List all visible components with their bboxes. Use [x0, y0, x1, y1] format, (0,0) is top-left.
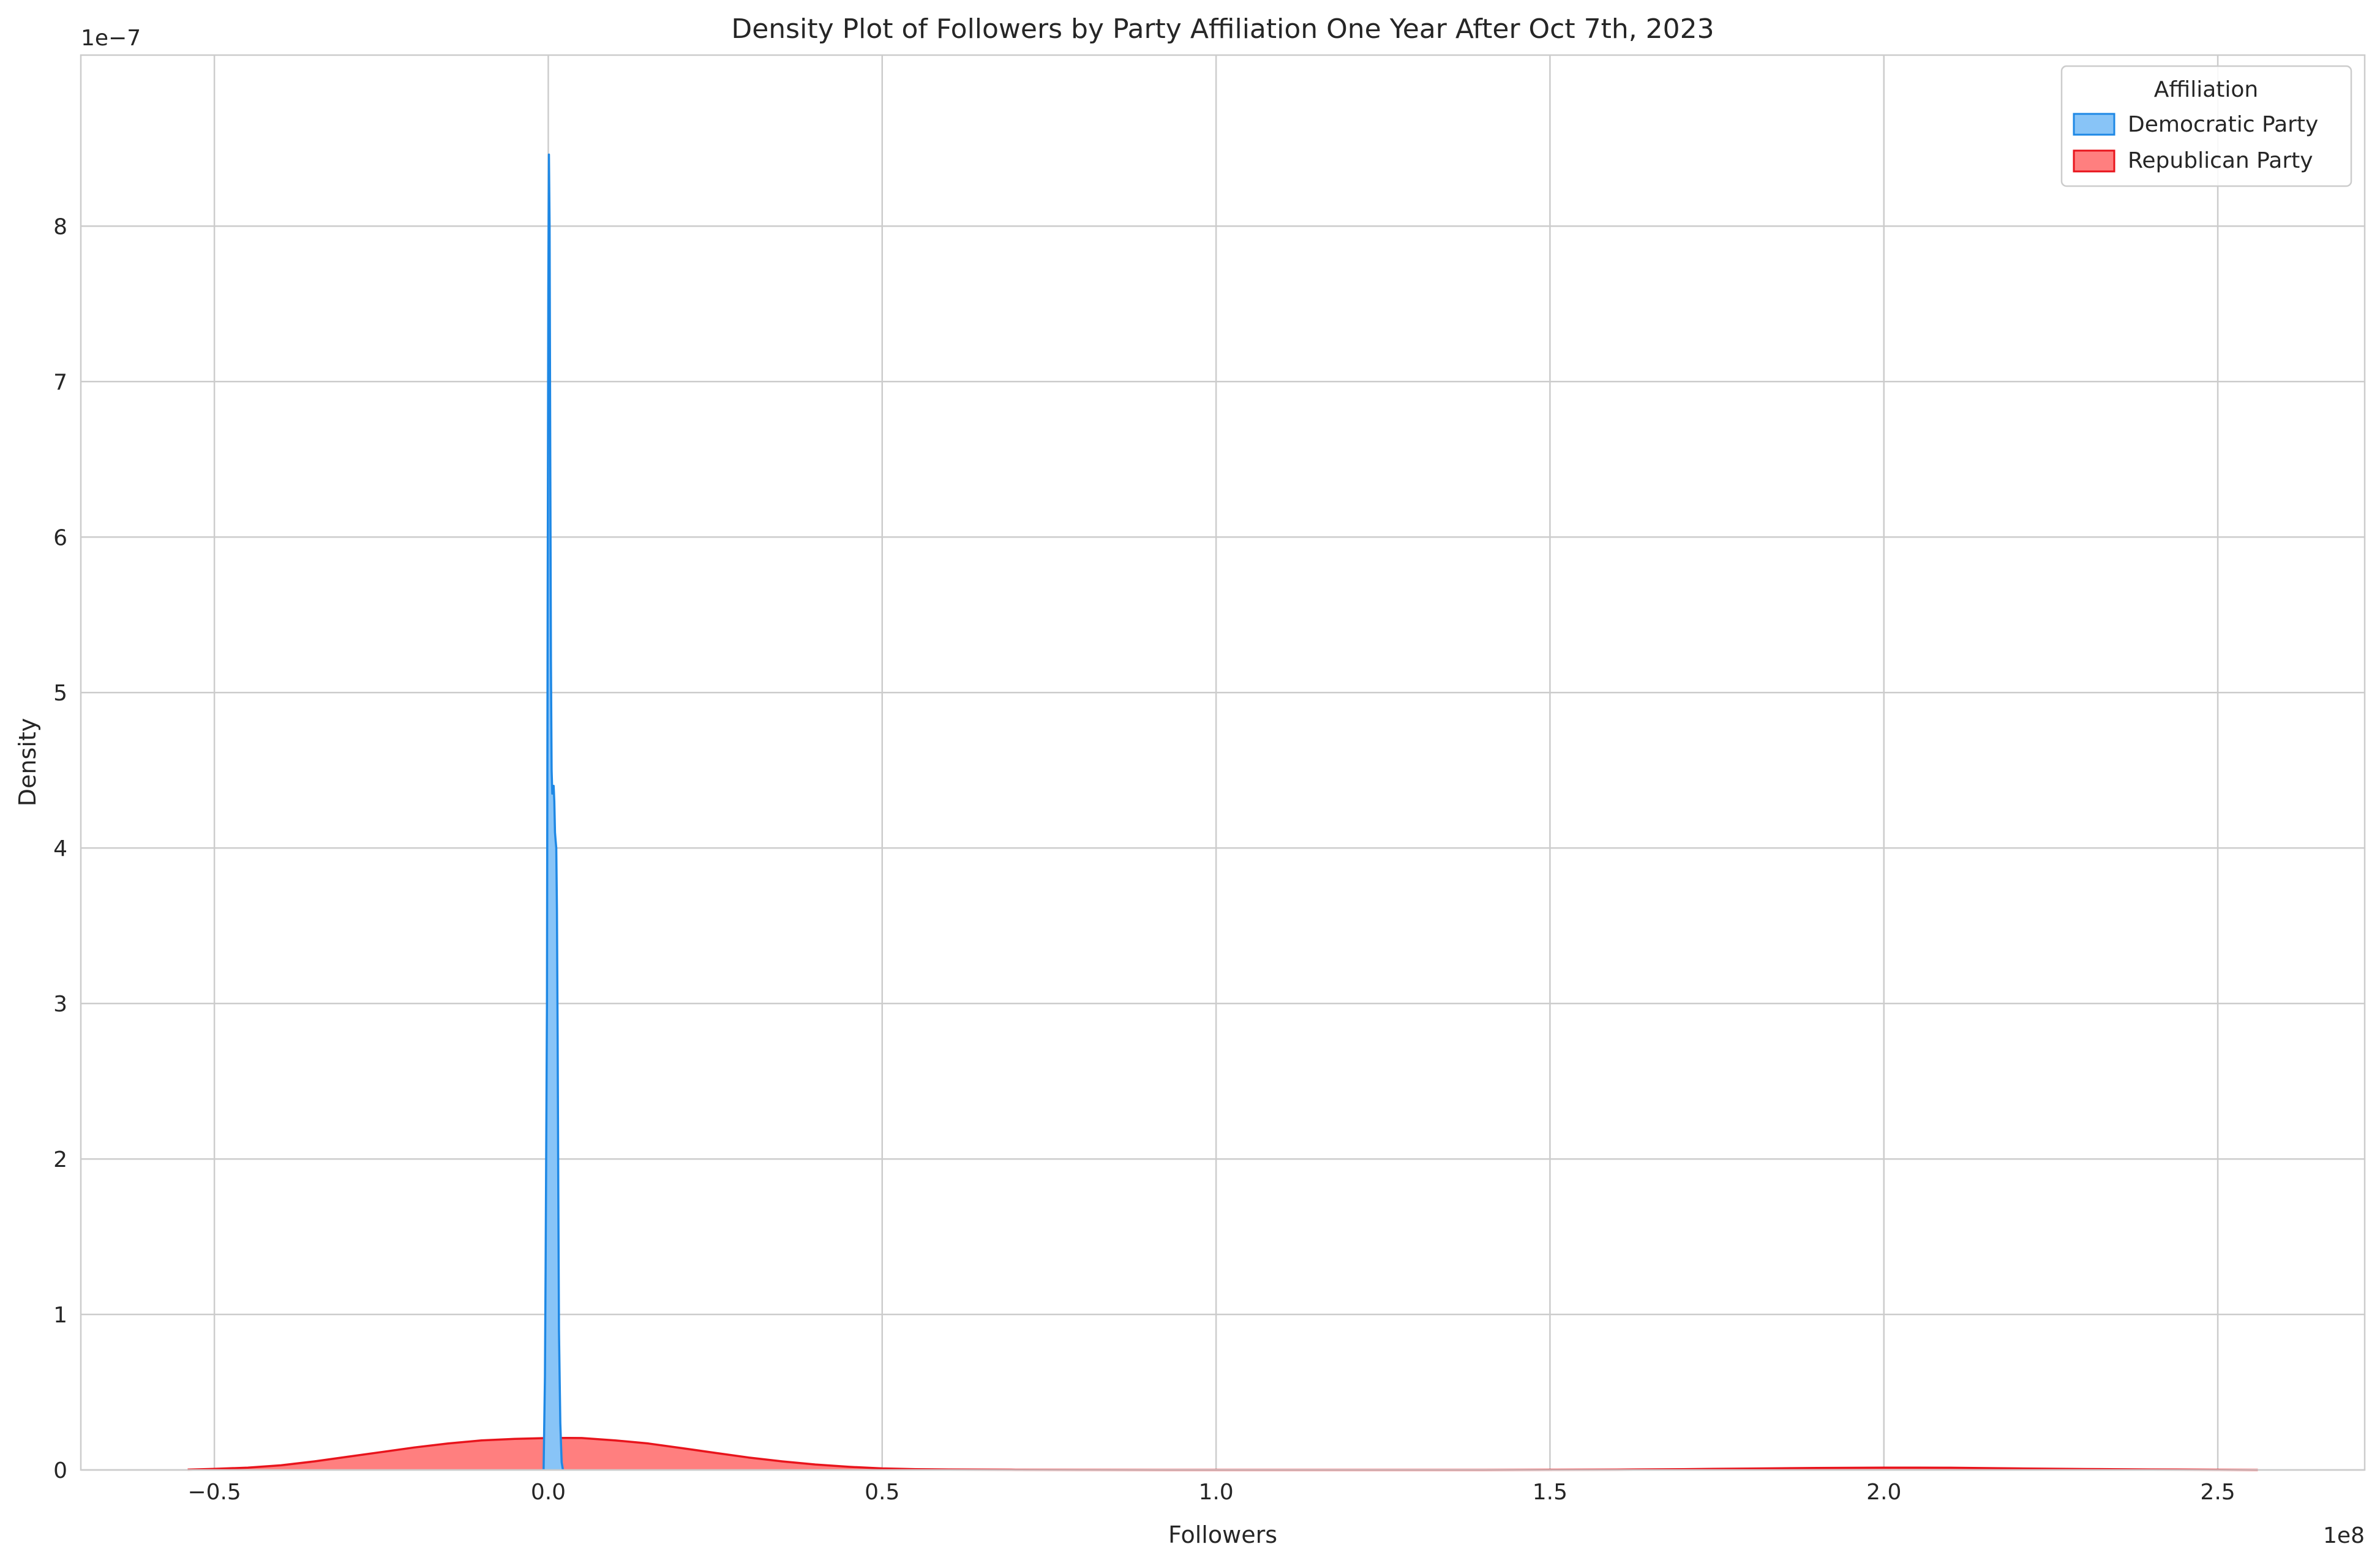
legend-swatch-democratic	[2073, 113, 2115, 136]
x-tick-label: 1.5	[1533, 1480, 1567, 1505]
y-tick-label: 6	[53, 525, 67, 550]
x-tick-label: −0.5	[187, 1480, 241, 1505]
series-layer	[187, 153, 2258, 1471]
legend-frame	[2060, 65, 2352, 187]
density-line-republican-party	[187, 1436, 2258, 1471]
plot-frame	[80, 54, 2366, 1471]
x-offset-label: 1e8	[2323, 1523, 2365, 1548]
legend-label-republican: Republican Party	[2128, 148, 2313, 173]
density-area-republican-party	[187, 1437, 2258, 1470]
x-tick-label: 1.0	[1198, 1480, 1233, 1505]
y-tick-label: 5	[53, 681, 67, 706]
y-tick-label: 7	[53, 370, 67, 395]
y-tick-label: 3	[53, 992, 67, 1017]
y-tick-labels: 0 1 2 3 4 5 6 7 8	[53, 214, 67, 1483]
x-tick-label: 0.0	[531, 1480, 566, 1505]
legend-swatch-republican	[2073, 149, 2115, 173]
y-tick-label: 8	[53, 214, 67, 239]
y-tick-label: 4	[53, 836, 67, 861]
y-offset-label: 1e−7	[81, 26, 141, 51]
y-tick-label: 1	[53, 1303, 67, 1328]
chart-title: Density Plot of Followers by Party Affil…	[731, 13, 1714, 45]
y-tick-label: 2	[53, 1147, 67, 1172]
grid-lines	[81, 55, 2365, 1471]
density-line-democratic-party	[542, 153, 565, 1471]
x-tick-label: 2.5	[2200, 1480, 2235, 1505]
x-tick-labels: −0.5 0.0 0.5 1.0 1.5 2.0 2.5	[187, 1480, 2235, 1505]
legend-label-democratic: Democratic Party	[2128, 112, 2318, 137]
y-tick-label: 0	[53, 1458, 67, 1483]
x-tick-label: 2.0	[1866, 1480, 1901, 1505]
legend: Affiliation Democratic Party Republican …	[2060, 65, 2352, 187]
legend-title: Affiliation	[2154, 77, 2258, 102]
x-tick-label: 0.5	[865, 1480, 899, 1505]
y-axis-label: Density	[14, 718, 41, 806]
x-axis-label: Followers	[1168, 1521, 1277, 1548]
